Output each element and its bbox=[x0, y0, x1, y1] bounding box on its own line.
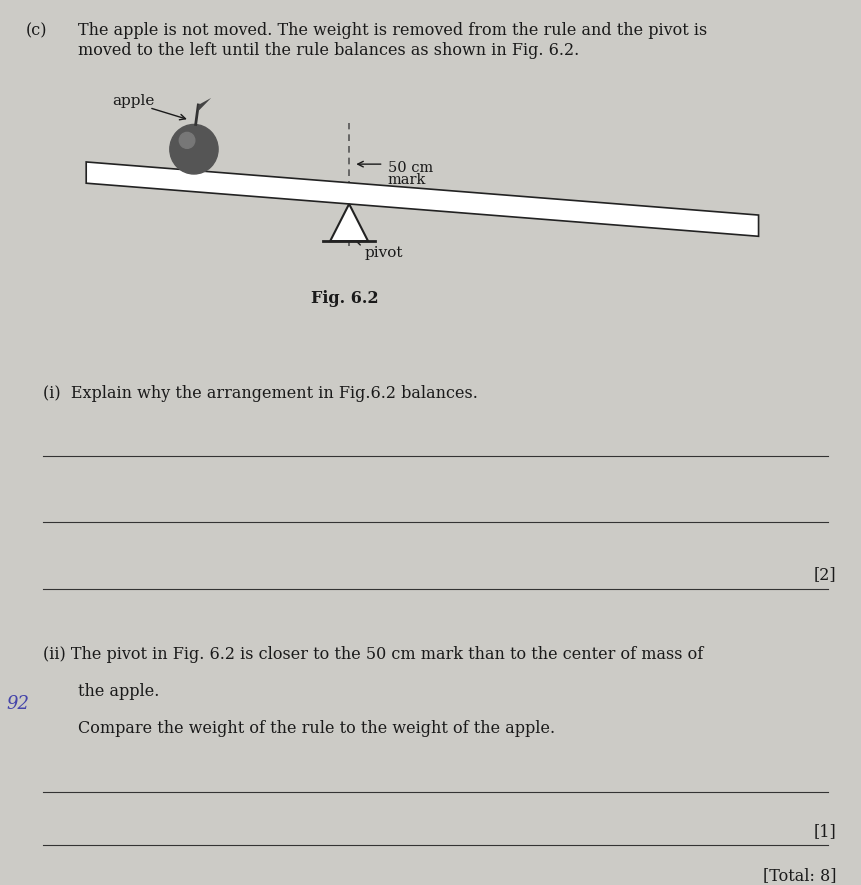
Polygon shape bbox=[198, 98, 211, 112]
Text: Fig. 6.2: Fig. 6.2 bbox=[311, 289, 378, 307]
Text: (ii) The pivot in Fig. 6.2 is closer to the 50 cm mark than to the center of mas: (ii) The pivot in Fig. 6.2 is closer to … bbox=[43, 646, 703, 663]
Polygon shape bbox=[330, 204, 368, 241]
Text: (c): (c) bbox=[26, 22, 47, 39]
Text: the apple.: the apple. bbox=[77, 683, 158, 700]
Text: [Total: 8]: [Total: 8] bbox=[762, 867, 835, 884]
Circle shape bbox=[179, 133, 195, 149]
Text: [2]: [2] bbox=[813, 566, 835, 583]
Text: 50 cm: 50 cm bbox=[387, 160, 432, 174]
Text: Compare the weight of the rule to the weight of the apple.: Compare the weight of the rule to the we… bbox=[77, 720, 554, 736]
Text: The apple is not moved. The weight is removed from the rule and the pivot is: The apple is not moved. The weight is re… bbox=[77, 22, 706, 39]
Text: apple: apple bbox=[112, 94, 154, 108]
Text: pivot: pivot bbox=[364, 245, 403, 259]
Polygon shape bbox=[86, 162, 758, 236]
Text: moved to the left until the rule balances as shown in Fig. 6.2.: moved to the left until the rule balance… bbox=[77, 42, 578, 59]
Circle shape bbox=[170, 125, 218, 174]
Text: 92: 92 bbox=[7, 695, 30, 712]
Text: mark: mark bbox=[387, 173, 426, 187]
Text: (i)  Explain why the arrangement in Fig.6.2 balances.: (i) Explain why the arrangement in Fig.6… bbox=[43, 385, 477, 402]
Text: [1]: [1] bbox=[813, 823, 835, 840]
